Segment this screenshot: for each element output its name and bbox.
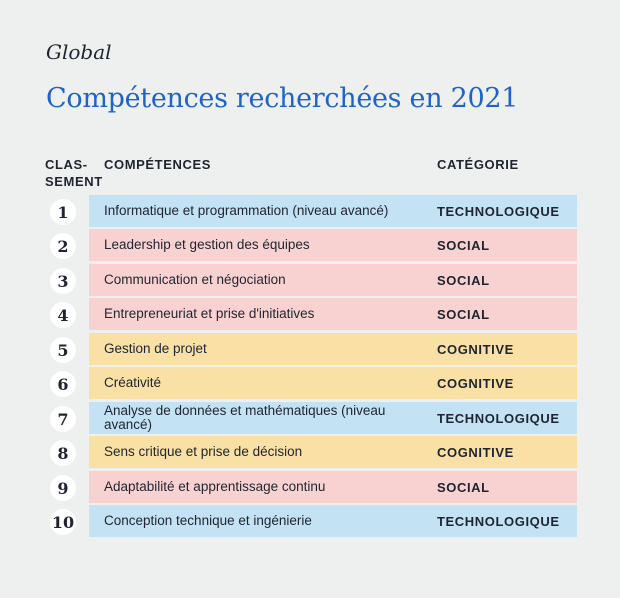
competence-label: Communication et négociation — [104, 272, 286, 287]
table-row: 2 Leadership et gestion des équipes SOCIAL — [0, 229, 620, 261]
category-label: TECHNOLOGIQUE — [437, 410, 560, 426]
page-title: Compétences recherchées en 2021 — [46, 83, 519, 114]
rank-badge: 2 — [50, 233, 76, 259]
category-label: TECHNOLOGIQUE — [437, 513, 560, 529]
rank-badge: 1 — [50, 199, 76, 225]
category-label: SOCIAL — [437, 272, 490, 288]
competence-label: Créativité — [104, 375, 162, 390]
row-bar: Créativité COGNITIVE — [89, 367, 577, 399]
table-row: 3 Communication et négociation SOCIAL — [0, 264, 620, 296]
table-row: 4 Entrepreneuriat et prise d'initiatives S… — [0, 298, 620, 330]
row-bar: Gestion de projet COGNITIVE — [89, 333, 577, 365]
header-competences: COMPÉTENCES — [104, 157, 212, 172]
competence-label: Sens critique et prise de décision — [104, 444, 303, 459]
row-bar: Conception technique et ingénierie TECHNO… — [89, 505, 577, 537]
competence-label: Entrepreneuriat et prise d'initiatives — [104, 306, 315, 321]
competence-label: Adaptabilité et apprentissage continu — [104, 479, 326, 494]
rank-badge: 4 — [50, 302, 76, 328]
competence-label: Conception technique et ingénierie — [104, 513, 312, 528]
header-category: CATÉGORIE — [437, 157, 519, 172]
table-row: 1 Informatique et programmation (niveau a… — [0, 195, 620, 227]
row-bar: Leadership et gestion des équipes SOCIAL — [89, 229, 577, 261]
table-row: 9 Adaptabilité et apprentissage continu SO… — [0, 471, 620, 503]
competence-label: Informatique et programmation (niveau av… — [104, 203, 389, 218]
category-label: COGNITIVE — [437, 375, 514, 391]
row-bar: Informatique et programmation (niveau av… — [89, 195, 577, 227]
category-label: SOCIAL — [437, 237, 490, 253]
header-rank-label: CLAS- SEMENT — [45, 157, 103, 189]
header-rank: CLAS- SEMENT — [45, 156, 105, 190]
category-label: TECHNOLOGIQUE — [437, 203, 560, 219]
rank-badge: 7 — [50, 406, 76, 432]
rank-badge: 5 — [50, 337, 76, 363]
table-row: 8 Sens critique et prise de décision COGNI… — [0, 436, 620, 468]
rank-badge: 3 — [50, 268, 76, 294]
table-row: 5 Gestion de projet COGNITIVE — [0, 333, 620, 365]
rank-badge: 10 — [50, 509, 76, 535]
category-label: SOCIAL — [437, 306, 490, 322]
table-row: 7 Analyse de données et mathématiques (ni… — [0, 402, 620, 434]
category-label: COGNITIVE — [437, 341, 514, 357]
subtitle: Global — [46, 40, 112, 64]
row-bar: Communication et négociation SOCIAL — [89, 264, 577, 296]
table-row: 10 Conception technique et ingénierie TECH… — [0, 505, 620, 537]
row-bar: Adaptabilité et apprentissage continu SOC… — [89, 471, 577, 503]
rank-badge: 8 — [50, 440, 76, 466]
row-bar: Entrepreneuriat et prise d'initiatives SO… — [89, 298, 577, 330]
table-row: 6 Créativité COGNITIVE — [0, 367, 620, 399]
competence-label: Leadership et gestion des équipes — [104, 237, 310, 252]
row-bar: Sens critique et prise de décision COGNIT… — [89, 436, 577, 468]
competence-label: Gestion de projet — [104, 341, 207, 356]
competence-label: Analyse de données et mathématiques (niv… — [104, 403, 386, 432]
category-label: SOCIAL — [437, 479, 490, 495]
row-bar: Analyse de données et mathématiques (niv… — [89, 402, 577, 434]
category-label: COGNITIVE — [437, 444, 514, 460]
rank-badge: 9 — [50, 475, 76, 501]
rank-badge: 6 — [50, 371, 76, 397]
